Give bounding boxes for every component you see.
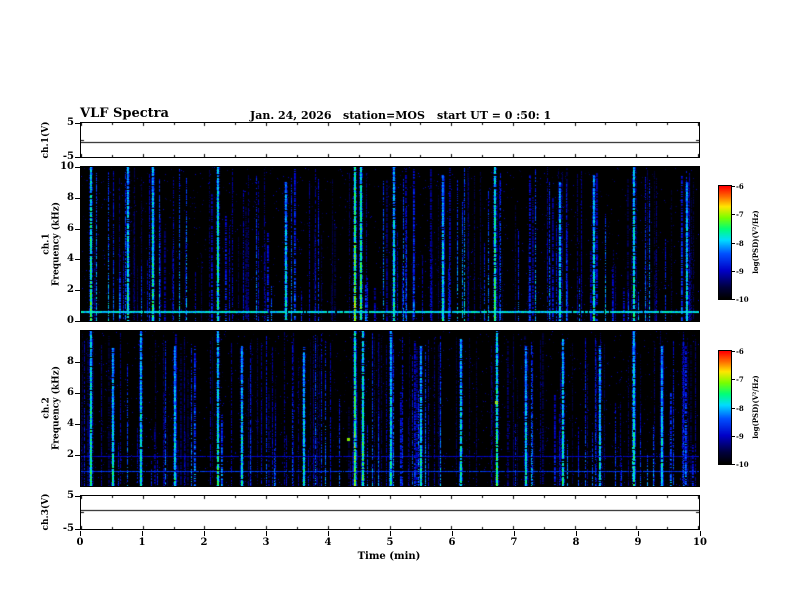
ch1-spec-ylabel: ch.1 Frequency (kHz) [42,202,63,286]
ch3-waveform-canvas [81,496,699,529]
cb1-tick-mark--9 [732,271,735,272]
y-tick-mark-ch1_spec-2 [75,290,80,291]
ch2-spectrogram-canvas [81,331,699,486]
y-tick-mark-ch1_wave--5 [75,157,80,158]
y-tick-mark-ch2_spec-8 [75,362,80,363]
y-tick-mark-ch2_spec-4 [75,424,80,425]
cb2-tick-label--8: -8 [736,404,744,413]
cb1-tick-mark--8 [732,243,735,244]
cb2-tick-label--6: -6 [736,347,744,356]
x-tick-mark-2 [204,531,205,536]
panel-ch3-waveform [80,495,700,530]
x-tick-label-9: 9 [634,537,642,548]
cb1-tick-mark--6 [732,186,735,187]
colorbar-ch2-canvas [719,351,731,464]
x-tick-label-1: 1 [138,537,146,548]
x-tick-mark-3 [266,531,267,536]
y-tick-label-ch1_spec-2: 2 [67,284,74,295]
colorbar-ch1-label: log(PSD)(V²/Hz) [750,210,760,274]
cb2-tick-mark--8 [732,408,735,409]
ch1-wave-ylabel: ch.1(V) [40,121,51,159]
y-tick-mark-ch3_wave--5 [75,529,80,530]
ch2-spec-ylabel-axis: Frequency (kHz) [52,365,62,451]
x-tick-mark-4 [328,531,329,536]
x-tick-label-4: 4 [324,537,332,548]
cb2-tick-mark--10 [732,464,735,465]
x-tick-mark-1 [142,531,143,536]
y-tick-label-ch1_spec-4: 4 [67,253,74,264]
y-tick-label-ch3_wave--5: -5 [62,523,74,534]
x-tick-label-0: 0 [76,537,84,548]
panel-ch1-waveform [80,122,700,158]
y-tick-label-ch2_spec-6: 6 [67,387,74,398]
y-tick-label-ch1_spec-0: 0 [67,315,74,326]
x-tick-label-5: 5 [386,537,394,548]
y-tick-mark-ch1_spec-10 [75,167,80,168]
y-tick-label-ch1_wave-5: 5 [67,117,74,128]
x-tick-label-6: 6 [448,537,456,548]
cb1-tick-label--10: -10 [736,295,749,304]
ch2-spec-ylabel-channel: ch.2 [41,397,52,419]
panel-ch2-spectrogram [80,330,700,487]
x-tick-mark-7 [514,531,515,536]
cb1-tick-label--8: -8 [736,239,744,248]
ch2-spec-ylabel: ch.2 Frequency (kHz) [42,366,63,450]
y-tick-label-ch2_spec-2: 2 [67,449,74,460]
colorbar-ch2-label: log(PSD)(V²/Hz) [750,375,760,439]
y-tick-mark-ch3_wave-5 [75,496,80,497]
x-axis-title: Time (min) [357,551,421,562]
cb2-tick-label--10: -10 [736,460,749,469]
ch3-wave-ylabel: ch.3(V) [40,493,51,531]
cb1-tick-mark--7 [732,214,735,215]
y-tick-label-ch1_wave--5: -5 [62,151,74,162]
y-tick-label-ch1_spec-6: 6 [67,223,74,234]
x-tick-mark-9 [638,531,639,536]
cb2-tick-label--9: -9 [736,432,744,441]
panel-ch1-spectrogram [80,166,700,322]
x-tick-label-7: 7 [510,537,518,548]
y-tick-label-ch1_spec-10: 10 [60,161,74,172]
x-tick-mark-6 [452,531,453,536]
x-tick-mark-0 [80,531,81,536]
x-tick-label-8: 8 [572,537,580,548]
y-tick-label-ch3_wave-5: 5 [67,490,74,501]
cb2-tick-mark--9 [732,436,735,437]
cb1-tick-label--6: -6 [736,182,744,191]
y-tick-label-ch2_spec-4: 4 [67,418,74,429]
cb1-tick-mark--10 [732,299,735,300]
y-tick-mark-ch1_spec-4 [75,259,80,260]
y-tick-mark-ch1_spec-6 [75,229,80,230]
cb2-tick-mark--7 [732,379,735,380]
cb2-tick-label--7: -7 [736,375,744,384]
y-tick-mark-ch2_spec-6 [75,393,80,394]
plot-station: station=MOS [343,109,425,122]
y-tick-label-ch1_spec-8: 8 [67,192,74,203]
ch1-spec-ylabel-axis: Frequency (kHz) [52,201,62,287]
colorbar-ch1 [718,185,732,300]
y-tick-mark-ch1_wave-5 [75,123,80,124]
y-tick-mark-ch1_spec-0 [75,321,80,322]
colorbar-ch2 [718,350,732,465]
x-tick-label-3: 3 [262,537,270,548]
x-tick-label-2: 2 [200,537,208,548]
cb2-tick-mark--6 [732,351,735,352]
y-tick-mark-ch2_spec-2 [75,455,80,456]
x-tick-label-10: 10 [693,537,707,548]
plot-start-ut: start UT = 0 :50: 1 [437,109,552,122]
ch1-spectrogram-canvas [81,167,699,321]
ch1-waveform-canvas [81,123,699,157]
y-tick-label-ch2_spec-8: 8 [67,356,74,367]
cb1-tick-label--7: -7 [736,210,744,219]
cb1-tick-label--9: -9 [736,267,744,276]
x-tick-mark-10 [700,531,701,536]
y-tick-mark-ch1_spec-8 [75,198,80,199]
x-tick-mark-5 [390,531,391,536]
ch1-spec-ylabel-channel: ch.1 [41,233,52,255]
x-tick-mark-8 [576,531,577,536]
colorbar-ch1-canvas [719,186,731,299]
plot-date: Jan. 24, 2026 [250,109,332,122]
plot-title: VLF Spectra [80,106,169,121]
